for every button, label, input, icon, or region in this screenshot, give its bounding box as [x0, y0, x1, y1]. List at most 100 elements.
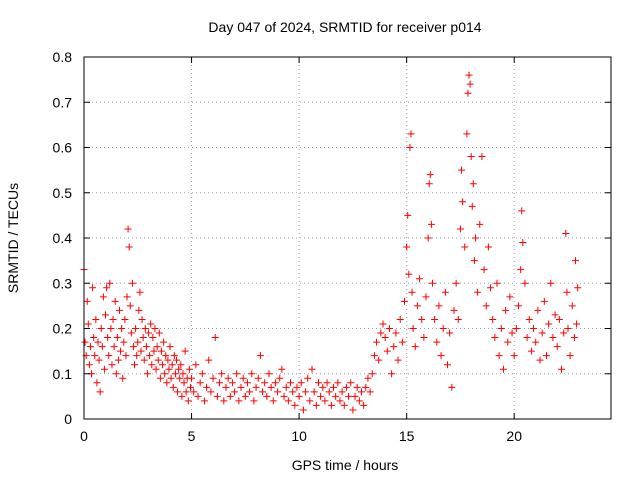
data-point [573, 320, 581, 328]
data-point [156, 374, 164, 382]
data-point [342, 383, 350, 391]
data-point [306, 397, 314, 405]
data-point [388, 370, 396, 378]
data-point [411, 343, 419, 351]
x-tick-label: 20 [506, 428, 522, 444]
y-tick-label: 0 [64, 411, 72, 427]
data-point [518, 207, 526, 215]
data-point [345, 392, 353, 400]
data-point [327, 401, 335, 409]
data-point [220, 397, 228, 405]
data-point [276, 374, 284, 382]
data-point [286, 379, 294, 387]
data-point [523, 334, 531, 342]
data-point [93, 379, 101, 387]
data-point [512, 325, 520, 332]
x-axis-label: GPS time / hours [292, 457, 399, 473]
data-point [364, 374, 372, 382]
data-point [85, 361, 93, 369]
data-point [508, 329, 516, 337]
data-point [562, 229, 570, 237]
data-point [408, 288, 416, 296]
data-point [534, 306, 542, 314]
data-point [310, 388, 318, 396]
data-point [373, 338, 381, 346]
data-point [203, 383, 211, 391]
data-point [160, 338, 168, 346]
data-point [540, 297, 548, 305]
data-point [441, 288, 449, 296]
data-point [467, 153, 475, 161]
data-point [163, 379, 171, 387]
data-point [418, 315, 426, 323]
data-point [495, 352, 503, 360]
data-point [370, 352, 378, 360]
data-points [80, 71, 582, 414]
data-point [109, 315, 117, 323]
data-point [334, 379, 342, 387]
data-point [114, 356, 122, 364]
data-point [265, 370, 273, 378]
data-point [349, 406, 357, 414]
data-point [157, 347, 165, 355]
data-point [375, 356, 383, 364]
data-point [563, 288, 571, 296]
data-point [94, 338, 102, 346]
data-point [321, 397, 329, 405]
data-point [381, 334, 389, 342]
data-point [278, 365, 286, 373]
data-point [409, 325, 417, 332]
data-point [166, 343, 174, 351]
data-point [424, 234, 432, 242]
data-point [164, 356, 172, 364]
y-tick-label: 0.2 [53, 321, 73, 337]
data-point [271, 379, 279, 387]
data-point [190, 388, 198, 396]
data-point [351, 392, 359, 400]
grid [84, 57, 611, 419]
data-point [207, 388, 215, 396]
data-point [470, 257, 478, 265]
x-tick-label: 0 [80, 428, 88, 444]
data-point [159, 361, 167, 369]
data-point [450, 306, 458, 314]
y-tick-label: 0.6 [53, 140, 73, 156]
data-point [377, 329, 385, 337]
data-point [458, 166, 466, 174]
data-point [133, 352, 141, 360]
data-point [572, 257, 580, 265]
data-point [106, 279, 114, 287]
data-point [131, 361, 139, 369]
data-point [280, 392, 288, 400]
data-point [416, 275, 424, 283]
data-point [308, 365, 316, 373]
data-point [136, 288, 144, 296]
data-point [126, 302, 134, 310]
data-point [338, 388, 346, 396]
data-point [396, 315, 404, 323]
data-point [205, 356, 213, 364]
data-point [213, 392, 221, 400]
data-point [125, 243, 133, 251]
data-point [515, 302, 523, 310]
data-point [527, 347, 535, 355]
data-point [226, 392, 234, 400]
data-point [360, 401, 368, 409]
data-point [254, 374, 262, 382]
data-point [353, 383, 361, 391]
data-point [132, 325, 140, 332]
data-point [100, 365, 108, 373]
data-point [558, 365, 566, 373]
data-point [89, 284, 97, 292]
data-point [241, 392, 249, 400]
data-point [394, 356, 402, 364]
data-point [185, 365, 193, 373]
data-point [323, 379, 331, 387]
data-point [433, 338, 441, 346]
data-point [525, 315, 533, 323]
data-point [104, 334, 112, 342]
data-point [362, 383, 370, 391]
data-point [122, 352, 130, 360]
data-point [97, 325, 105, 332]
data-point [312, 401, 320, 409]
